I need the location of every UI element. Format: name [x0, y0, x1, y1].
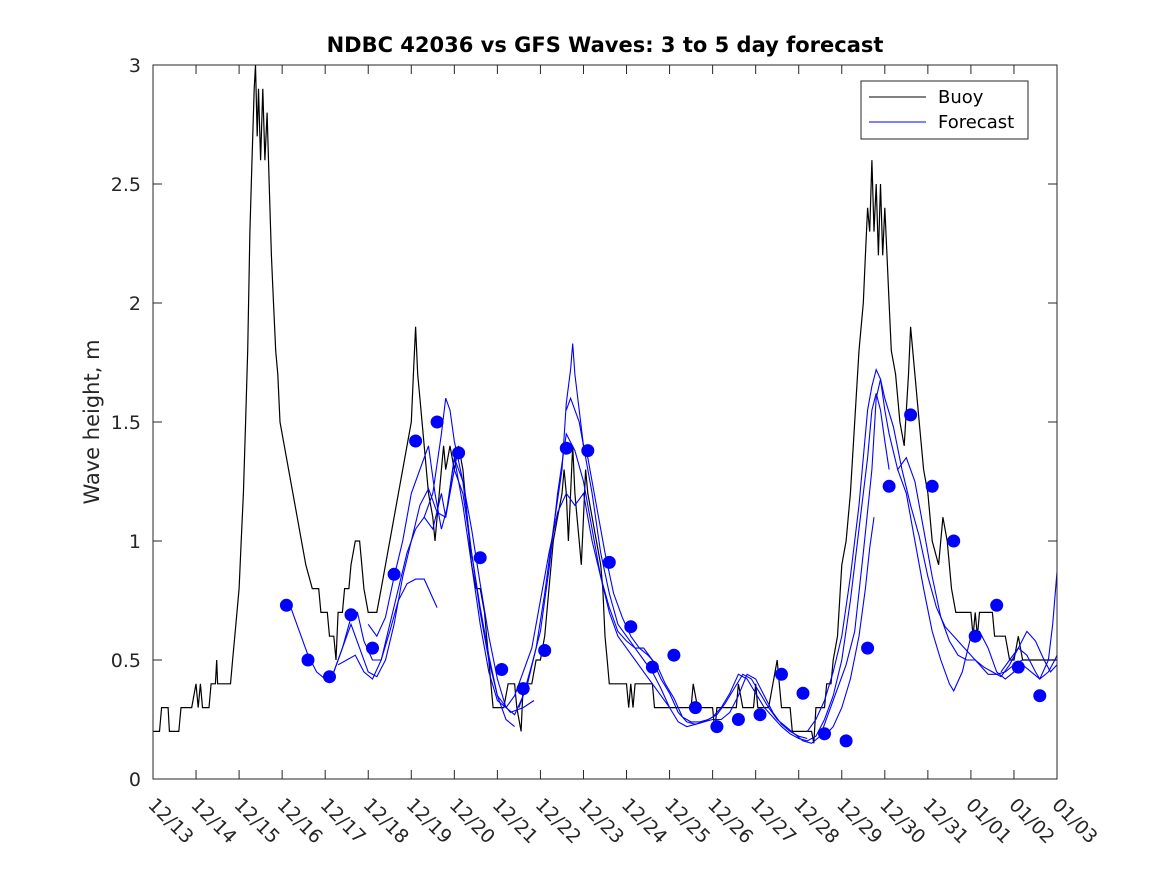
forecast-marker	[710, 720, 724, 734]
forecast-marker	[968, 629, 982, 643]
forecast-marker	[279, 598, 293, 612]
forecast-run-line	[1000, 571, 1058, 681]
forecast-marker	[667, 648, 681, 662]
forecast-marker	[344, 608, 358, 622]
forecast-marker	[516, 682, 530, 696]
forecast-marker	[430, 415, 444, 429]
forecast-marker	[473, 551, 487, 565]
y-axis-label: Wave height, m	[80, 339, 104, 504]
forecast-marker	[301, 653, 315, 667]
chart-title: NDBC 42036 vs GFS Waves: 3 to 5 day fore…	[327, 33, 884, 57]
forecast-marker	[495, 663, 509, 676]
y-axis: 0 0.5 1 1.5 2 2.5 3	[111, 55, 1057, 791]
forecast-marker	[925, 479, 939, 493]
forecast-marker	[645, 660, 659, 674]
forecast-run-line	[423, 398, 808, 740]
y-tick-label: 0	[129, 769, 141, 791]
forecast-marker	[796, 686, 810, 700]
forecast-marker	[323, 670, 336, 684]
plot-area	[153, 65, 1057, 779]
forecast-run-line	[806, 367, 1058, 732]
forecast-marker	[990, 598, 1004, 612]
forecast-marker	[688, 701, 702, 715]
forecast-marker	[538, 644, 552, 657]
y-tick-label: 2	[129, 293, 141, 315]
forecast-marker	[753, 708, 767, 722]
forecast-marker	[602, 555, 616, 569]
legend: Buoy Forecast	[860, 80, 1029, 140]
legend-forecast-label: Forecast	[938, 112, 1014, 133]
forecast-marker	[947, 534, 961, 548]
forecast-marker	[839, 734, 853, 748]
y-tick-label: 2.5	[111, 174, 141, 196]
forecast-marker	[624, 620, 638, 634]
forecast-run-line	[324, 457, 515, 728]
forecast-run-line	[337, 467, 535, 714]
forecast-marker	[818, 727, 831, 741]
forecast-marker	[775, 667, 788, 681]
forecast-run-line	[367, 445, 671, 709]
forecast-marker	[387, 567, 401, 581]
forecast-marker	[559, 441, 573, 455]
forecast-marker	[731, 713, 745, 726]
plot-content	[153, 64, 1058, 748]
forecast-marker	[366, 641, 379, 655]
forecast-marker	[1033, 689, 1047, 703]
forecast-run-line	[824, 517, 875, 737]
forecast-marker	[409, 434, 423, 448]
y-tick-label: 1	[129, 531, 141, 553]
forecast-marker	[861, 641, 875, 655]
forecast-marker	[452, 446, 466, 460]
y-tick-label: 0.5	[111, 650, 141, 672]
forecast-marker	[882, 479, 896, 493]
legend-buoy-label: Buoy	[938, 87, 984, 108]
legend-box	[860, 80, 1029, 140]
forecast-run-line	[290, 578, 438, 680]
plot-frame	[152, 64, 1058, 780]
forecast-marker	[904, 408, 918, 422]
forecast-run-line	[518, 343, 890, 742]
forecast-marker	[581, 444, 595, 458]
buoy-line	[153, 64, 1057, 744]
forecast-marker	[1011, 660, 1025, 674]
y-tick-label: 1.5	[111, 412, 141, 434]
y-tick-label: 3	[129, 55, 141, 77]
